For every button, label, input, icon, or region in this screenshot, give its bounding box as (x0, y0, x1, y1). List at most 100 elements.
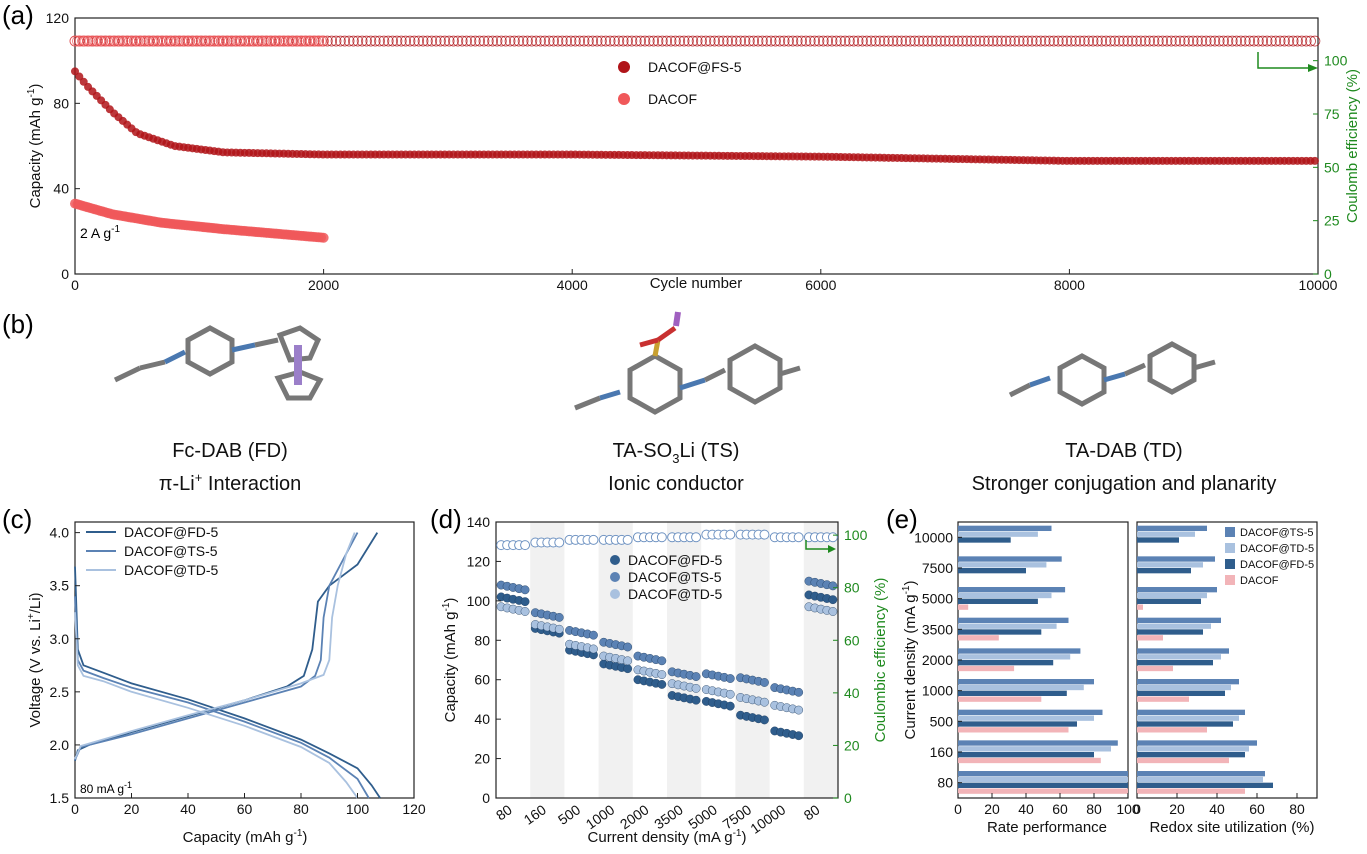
ce-point-fs5 (1105, 35, 1116, 47)
ce-point-fs5 (552, 35, 564, 47)
panel-a-x-tick-label: 10000 (1299, 277, 1338, 293)
ce-point-fs5 (1126, 35, 1138, 47)
rate-bar-td (958, 531, 1038, 537)
ce-point-fs5 (926, 35, 938, 47)
panel-e-xleft-tick-label: 80 (1086, 801, 1102, 817)
ce-point-fs5 (1296, 35, 1308, 47)
molecule-fd-property: π-Li+ Interaction (159, 470, 302, 495)
molecule-ts-structure (574, 311, 801, 415)
ce-point-dacof (318, 35, 330, 47)
redox-bar-dacof (1137, 635, 1163, 641)
ce-point-fs5 (1052, 35, 1064, 47)
ce-point-fs5 (535, 35, 546, 47)
ce-point-fs5 (361, 35, 372, 47)
panel-e-y-tick-label: 80 (937, 775, 953, 791)
panel-a-ce-arrowhead (1308, 64, 1318, 72)
redox-bar-td (1137, 531, 1195, 537)
ce-point-fs5 (1244, 35, 1256, 47)
ce-point-fs5 (1196, 35, 1208, 47)
ce-point-fs5 (996, 35, 1008, 47)
ce-point-fs5 (574, 35, 586, 47)
ce-point-fs5 (582, 35, 594, 47)
molecule-td-property: Stronger conjugation and planarity (972, 473, 1277, 495)
ce-point-fs5 (378, 35, 390, 47)
ce-point-fs5 (1222, 35, 1234, 47)
ce-point-fs5 (1165, 35, 1177, 47)
legend-label-d-ts: DACOF@TS-5 (628, 569, 722, 585)
ce-point-fs5 (674, 35, 686, 47)
curve-fd-charge (74, 532, 379, 762)
ce-point-fs5 (652, 35, 664, 47)
panel-d-x-tick-label: 1000 (583, 801, 618, 832)
redox-bar-ts (1137, 709, 1245, 716)
panel-d-band (530, 522, 565, 798)
ce-point-fs5 (1091, 35, 1103, 47)
ce-point-fs5 (482, 35, 494, 47)
redox-bar-dacof (1137, 757, 1229, 764)
capacity-point-fd (623, 664, 633, 674)
ce-point-fs5 (796, 35, 807, 47)
redox-bar-dacof (1137, 696, 1189, 702)
panel-a-x-tick-label: 8000 (1054, 277, 1085, 293)
ce-point-fs5 (891, 35, 903, 47)
capacity-point-ts (520, 585, 530, 595)
ce-point-fs5 (1096, 35, 1108, 47)
ce-point-fs5 (626, 35, 638, 47)
ce-point-fs5 (326, 35, 338, 47)
panel-d-y2label: Coulombic efficiency (%) (872, 578, 889, 743)
legend-label-td: DACOF@TD-5 (124, 562, 219, 578)
ce-point-dacof (313, 35, 325, 47)
panel-e-y-tick-label: 1000 (922, 683, 953, 699)
redox-bar-ts (1137, 648, 1229, 654)
panel-e-y-tick-label: 160 (930, 744, 954, 760)
panel-d-y2-tick-label: 80 (844, 580, 860, 596)
capacity-point-ts (657, 656, 667, 666)
ce-point (691, 532, 702, 543)
ce-point-fs5 (748, 35, 760, 47)
ce-point-fs5 (691, 35, 703, 47)
panel-a-y2-tick-label: 0 (1324, 266, 1332, 282)
panel-a-ylabel: Capacity (mAh g-1) (26, 84, 44, 209)
panel-d-y2-tick-label: 20 (844, 737, 860, 753)
rate-bar-td (958, 776, 1128, 783)
ce-point (554, 537, 565, 548)
capacity-point-ts (691, 672, 701, 681)
legend-label-dacof: DACOF (648, 91, 697, 107)
ce-point-fs5 (730, 35, 742, 47)
legend-marker-d-ts (610, 572, 620, 582)
rate-bar-fd (958, 598, 1038, 604)
ce-point-fs5 (426, 35, 438, 47)
rate-bar-td (958, 715, 1094, 721)
ce-point-fs5 (1118, 35, 1129, 47)
ce-point-fs5 (1161, 35, 1173, 47)
ce-point-fs5 (478, 35, 490, 47)
molecule-ts-name: TA-SO3Li (TS) (613, 440, 740, 466)
ce-point-fs5 (978, 35, 990, 47)
ce-point-fs5 (922, 35, 934, 47)
panel-a-label: (a) (2, 0, 34, 30)
ce-point-fs5 (1239, 35, 1251, 47)
ce-point-fs5 (513, 35, 525, 47)
legend-label-fs5: DACOF@FS-5 (648, 59, 742, 75)
panel-c-label: (c) (2, 504, 32, 534)
ce-point-fs5 (1000, 35, 1012, 47)
ce-point-fs5 (852, 35, 864, 47)
panel-e-ylabel: Current density (mA g-1) (901, 581, 919, 740)
legend-label-e-td: DACOF@TD-5 (1240, 543, 1314, 555)
ce-point-fs5 (565, 35, 577, 47)
ce-point-fs5 (1218, 35, 1229, 47)
panel-a-y-tick-label: 80 (53, 95, 69, 111)
ce-point-fs5 (961, 35, 973, 47)
capacity-point-fd (760, 715, 769, 725)
rate-bar-td (958, 623, 1057, 629)
capacity-point-ts (794, 687, 804, 697)
ce-point-fs5 (1022, 35, 1034, 47)
ce-point-dacof (310, 35, 322, 47)
panel-e-y-tick-label: 2000 (922, 652, 953, 668)
ce-point-fs5 (830, 35, 842, 47)
panel-a-x-tick-label: 6000 (805, 277, 836, 293)
ce-point-fs5 (404, 35, 416, 47)
ce-point-fs5 (900, 35, 912, 47)
panel-b-molecules: Fc-DAB (FD) π-Li+ Interaction TA-SO3Li (… (113, 311, 1277, 495)
ce-point-fs5 (343, 35, 355, 47)
